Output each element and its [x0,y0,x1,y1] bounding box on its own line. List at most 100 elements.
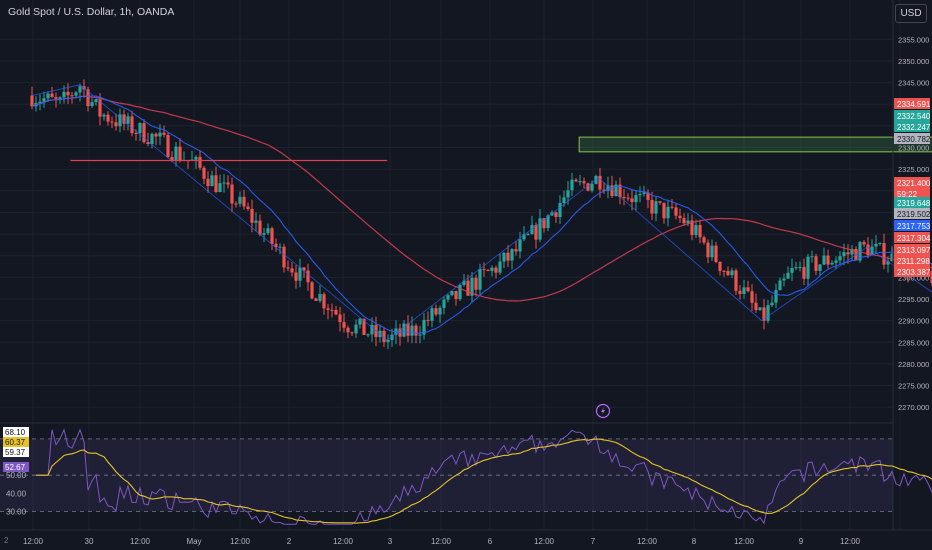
price-badge [894,133,930,144]
time-tick-label: 3 [388,537,393,546]
time-tick-label: 8 [692,537,697,546]
candle-body [438,307,442,315]
candle-body [274,243,278,248]
candle-body [526,234,530,236]
candle-body [590,183,594,191]
candle-body [162,132,166,135]
candle-body [618,184,622,198]
candle-body [730,270,734,276]
candle-body [654,201,658,214]
candle-body [710,245,714,258]
candle-body [454,290,458,300]
candle-body [562,197,566,204]
rsi-tick-label: 40.00 [6,489,27,498]
candle-body [530,224,534,235]
candle-body [346,327,350,333]
time-tick-label: 12:00 [23,537,44,546]
resistance-zone [578,136,932,153]
candle-body [626,197,630,199]
price-badge-value: 59:22 [897,190,918,199]
chart-title: Gold Spot / U.S. Dollar, 1h, OANDA [8,6,175,18]
time-tick-label: 7 [591,537,596,546]
candle-body [586,183,590,191]
candle-body [534,224,538,240]
grid [0,0,901,530]
candle-body [222,182,226,184]
candle-body [818,264,822,271]
price-badge-value: 2313.097 [897,246,931,255]
candle-body [262,233,266,235]
price-badge [894,121,930,132]
price-badge-value: 2334.591 [897,100,931,109]
candle-body [266,228,270,234]
candle-body [866,244,870,256]
candle-body [766,305,770,321]
time-tick-label: 30 [85,537,94,546]
candle-body [406,323,410,336]
price-badge [894,110,930,121]
price-badge-value: 2317.753 [897,222,931,231]
price-tick-label: 2290.000 [898,317,929,326]
time-tick-label: 12:00 [333,537,354,546]
candle-body [298,267,302,281]
candle-body [666,206,670,219]
rsi-tick-label: 50.00 [6,471,27,480]
candle-body [570,179,574,191]
candle-body [134,133,138,135]
candles [30,79,932,349]
candle-body [414,325,418,336]
candle-body [470,277,474,296]
candle-body [330,309,334,311]
candle-body [638,193,642,196]
rsi-tick-label: 30.00 [6,507,27,516]
rsi-value: 59.37 [5,448,26,457]
rsi-value-badge [3,447,29,457]
candle-body [462,280,466,285]
candle-body [198,156,202,168]
candle-body [234,203,238,205]
candle-body [78,86,82,93]
candle-body [46,93,50,99]
candle-body [554,212,558,217]
candle-body [738,290,742,294]
candle-body [498,261,502,273]
candle-body [30,95,34,107]
candle-body [402,323,406,337]
price-tick-label: 2350.000 [898,57,929,66]
candle-body [646,192,650,200]
candle-body [270,228,274,244]
time-tick-label: 12:00 [734,537,755,546]
price-badge [894,188,930,199]
candle-body [622,197,626,199]
candle-body [206,178,210,187]
candle-body [670,206,674,208]
candle-body [390,334,394,340]
candle-body [362,318,366,335]
candle-body [354,324,358,334]
candle-body [522,234,526,240]
price-badge-value: 2319.648 [897,199,931,208]
candle-body [258,220,262,235]
candle-body [314,298,318,301]
time-tick-label: 12:00 [637,537,658,546]
candle-body [370,324,374,335]
candle-body [722,270,726,272]
rsi-band [0,438,893,512]
candle-body [294,272,298,281]
candle-body [230,184,234,204]
candle-body [122,114,126,124]
price-badge [894,266,930,277]
candle-body [254,220,258,223]
currency-button[interactable]: USD [895,4,927,23]
candle-body [426,319,430,321]
candle-body [762,307,766,321]
candle-body [678,215,682,219]
candle-body [326,308,330,310]
price-badge [894,177,930,188]
price-badge [894,232,930,243]
candle-body [798,266,802,268]
candle-body [774,290,778,303]
candle-body [86,89,90,107]
